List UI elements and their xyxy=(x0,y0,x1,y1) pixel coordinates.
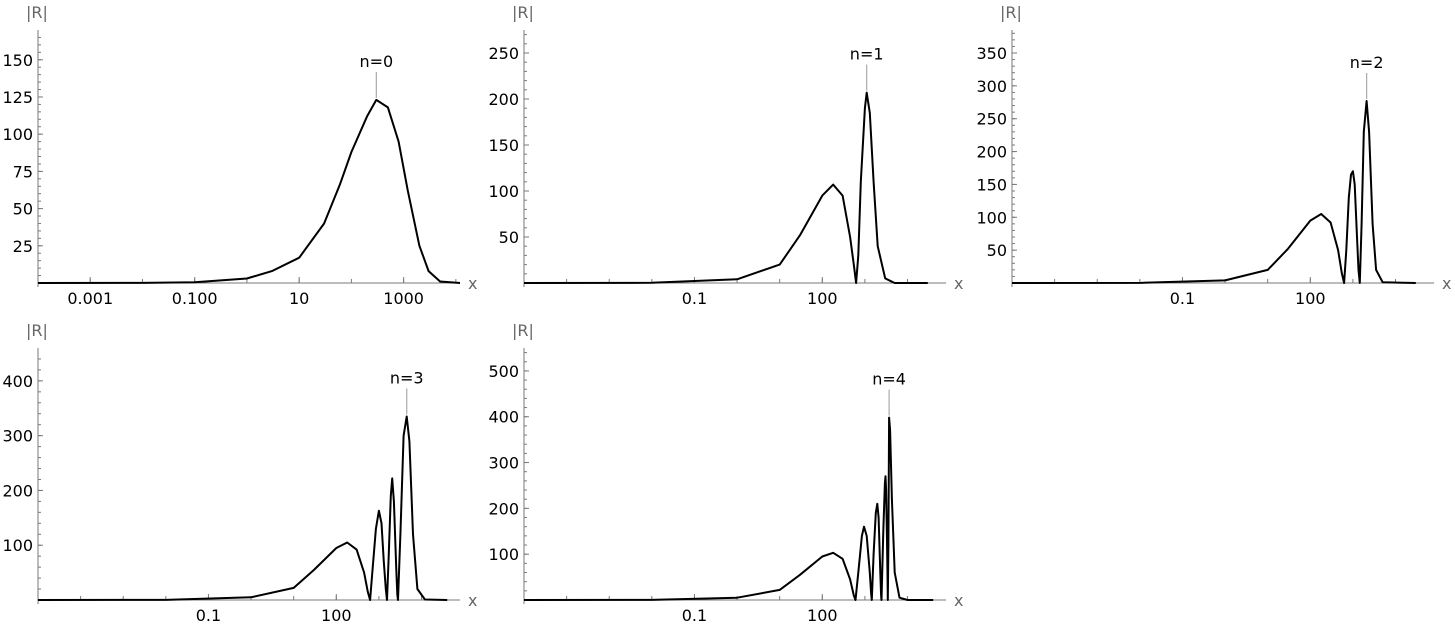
x-axis-label: x xyxy=(1442,274,1451,293)
y-axis-label: |R| xyxy=(512,321,534,340)
y-tick-label: 100 xyxy=(488,182,519,201)
peak-annotation-label: n=4 xyxy=(872,370,906,389)
chart-panel-2: 50 100 150 200 250 300 350 0.1 100 x |R| n=2 xyxy=(976,3,1451,308)
peak-annotation-label: n=3 xyxy=(390,368,424,387)
y-axis-label: |R| xyxy=(512,3,534,22)
y-tick-label: 150 xyxy=(2,51,33,70)
peak-annotation-label: n=1 xyxy=(850,45,884,64)
y-tick-label: 50 xyxy=(987,241,1007,260)
y-tick-label: 50 xyxy=(13,200,33,219)
y-tick-label: 50 xyxy=(499,228,519,247)
y-tick-label: 100 xyxy=(2,536,33,555)
x-axis-label: x xyxy=(954,591,963,610)
y-tick-label: 400 xyxy=(488,408,519,427)
peak-annotation-label: n=2 xyxy=(1350,53,1384,72)
y-tick-label: 300 xyxy=(2,427,33,446)
x-tick-label: 100 xyxy=(807,289,838,308)
y-tick-label: 200 xyxy=(488,90,519,109)
x-tick-label: 0.1 xyxy=(196,606,221,625)
y-axis-label: |R| xyxy=(26,3,48,22)
x-tick-label: 0.100 xyxy=(172,289,218,308)
y-tick-label: 300 xyxy=(488,454,519,473)
y-tick-label: 200 xyxy=(488,499,519,518)
chart-panel-1: 50 100 150 200 250 0.1 100 x |R| n=1 xyxy=(488,3,963,308)
y-tick-label: 300 xyxy=(976,77,1007,96)
chart-panel-0: 25 50 75 100 125 150 0.001 0.100 10 1000 x |R| n=0 xyxy=(2,3,477,308)
y-tick-label: 150 xyxy=(488,136,519,155)
y-tick-label: 200 xyxy=(976,143,1007,162)
x-tick-label: 10 xyxy=(289,289,309,308)
chart-panel-3: 100 200 300 400 0.1 100 x |R| n=3 xyxy=(2,321,477,625)
series-line-n3 xyxy=(37,415,448,601)
series-line-n0 xyxy=(37,98,461,284)
series-line-n4 xyxy=(523,416,934,601)
x-tick-label: 0.1 xyxy=(682,289,707,308)
peak-annotation-label: n=0 xyxy=(359,52,393,71)
y-tick-label: 500 xyxy=(488,362,519,381)
y-tick-label: 125 xyxy=(2,88,33,107)
y-tick-label: 350 xyxy=(976,44,1007,63)
x-tick-label: 1000 xyxy=(383,289,424,308)
y-tick-label: 400 xyxy=(2,372,33,391)
y-axis-label: |R| xyxy=(1000,3,1022,22)
y-tick-label: 250 xyxy=(488,44,519,63)
x-tick-label: 100 xyxy=(1295,289,1326,308)
y-tick-label: 75 xyxy=(13,162,33,181)
y-tick-label: 100 xyxy=(2,125,33,144)
y-axis-label: |R| xyxy=(26,321,48,340)
x-axis-label: x xyxy=(954,274,963,293)
series-line-n1 xyxy=(523,91,928,284)
x-tick-label: 0.1 xyxy=(1170,289,1195,308)
x-tick-label: 100 xyxy=(807,606,838,625)
series-line-n2 xyxy=(1011,100,1416,284)
y-tick-label: 100 xyxy=(976,208,1007,227)
x-tick-label: 0.1 xyxy=(682,606,707,625)
x-tick-label: 0.001 xyxy=(67,289,113,308)
y-tick-label: 200 xyxy=(2,481,33,500)
x-axis-label: x xyxy=(468,591,477,610)
y-tick-label: 250 xyxy=(976,110,1007,129)
y-tick-label: 25 xyxy=(13,237,33,256)
x-axis-label: x xyxy=(468,274,477,293)
chart-panel-4: 100 200 300 400 500 0.1 100 x |R| n=4 xyxy=(488,321,963,625)
y-tick-label: 150 xyxy=(976,175,1007,194)
y-tick-label: 100 xyxy=(488,545,519,564)
x-tick-label: 100 xyxy=(321,606,352,625)
